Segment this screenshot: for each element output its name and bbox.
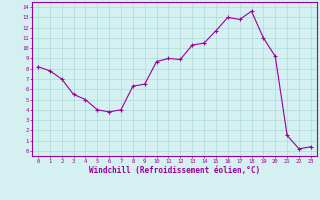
X-axis label: Windchill (Refroidissement éolien,°C): Windchill (Refroidissement éolien,°C) — [89, 166, 260, 175]
